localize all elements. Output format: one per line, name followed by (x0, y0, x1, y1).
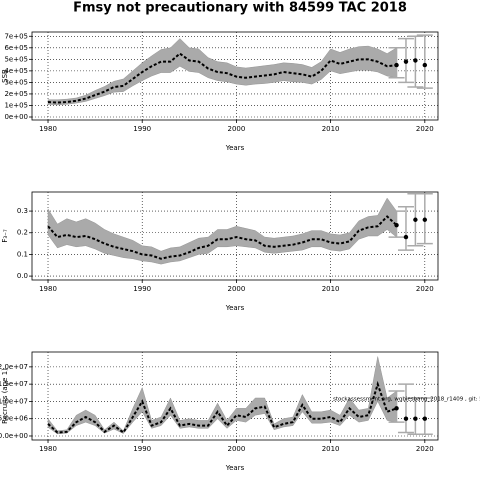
plot-frame (31, 31, 439, 121)
forecast-point (413, 217, 418, 222)
x-tick-label: 2010 (322, 125, 340, 133)
x-tick-label: 1990 (133, 125, 151, 133)
y-tick-label: 1e+05 (4, 101, 28, 109)
y-tick-label: 0e+00 (4, 113, 28, 121)
forecast-point (422, 62, 428, 68)
x-tick-label: 1980 (39, 125, 57, 133)
forecast-point (422, 217, 428, 222)
y-tick-label: 0.3 (17, 207, 28, 215)
forecast-point (394, 406, 399, 411)
y-tick-label: 4e+05 (4, 67, 28, 75)
line (47, 215, 398, 260)
x-tick-label: 2000 (227, 445, 245, 453)
y-axis-label: SSB (1, 69, 9, 83)
x-tick-label: 2020 (416, 285, 434, 293)
y-tick-label: 1.0e+07 (0, 397, 28, 405)
y-tick-label: 6e+05 (4, 44, 28, 52)
line (47, 380, 397, 434)
plot-frame (31, 351, 439, 441)
forecast-point (394, 222, 399, 228)
x-axis-label: Years (225, 464, 245, 472)
plot-area (32, 32, 438, 120)
x-tick-label: 1990 (133, 445, 151, 453)
x-tick-label: 2020 (416, 445, 434, 453)
forecast-point (413, 416, 418, 421)
x-tick-label: 2010 (322, 445, 340, 453)
forecast-point (422, 416, 428, 421)
line (47, 52, 397, 104)
y-tick-label: 1.5e+07 (0, 380, 28, 388)
y-tick-label: 3e+05 (4, 78, 28, 86)
y-tick-label: 0.0e+00 (0, 432, 28, 440)
confidence-band (47, 356, 397, 435)
y-tick-label: 2e+05 (4, 90, 28, 98)
y-tick-label: 0.1 (17, 250, 28, 258)
y-axis-label: Recruits (age 1) (1, 368, 9, 424)
plot-area (32, 352, 438, 440)
plot-frame (31, 191, 439, 281)
forecast-point (403, 59, 409, 64)
y-tick-label: 2.0e+07 (0, 363, 28, 371)
x-axis-label: Years (225, 144, 245, 152)
forecast-point (403, 416, 409, 421)
x-axis-label: Years (225, 304, 245, 312)
x-tick-label: 2010 (322, 285, 340, 293)
forecast-point (403, 234, 409, 240)
forecast-point (413, 58, 418, 63)
y-axis-label: F₃₋₇ (1, 229, 9, 243)
y-tick-label: 7e+05 (4, 32, 28, 40)
plot-area (32, 192, 438, 280)
y-tick-label: 5.0e+06 (0, 415, 29, 423)
annotation: stockassessment.org, wgbiesbang_2018_r14… (333, 397, 480, 403)
y-tick-label: 0.2 (17, 229, 28, 237)
x-tick-label: 1990 (133, 285, 151, 293)
x-tick-label: 2020 (416, 125, 434, 133)
x-tick-label: 1980 (39, 445, 57, 453)
y-tick-label: 0.0 (17, 272, 28, 280)
x-tick-label: 2000 (227, 125, 245, 133)
x-tick-label: 1980 (39, 285, 57, 293)
figure-title: Fmsy not precautionary with 84599 TAC 20… (73, 1, 407, 16)
y-tick-label: 5e+05 (4, 55, 28, 63)
x-tick-label: 2000 (227, 285, 245, 293)
forecast-point (394, 62, 399, 68)
